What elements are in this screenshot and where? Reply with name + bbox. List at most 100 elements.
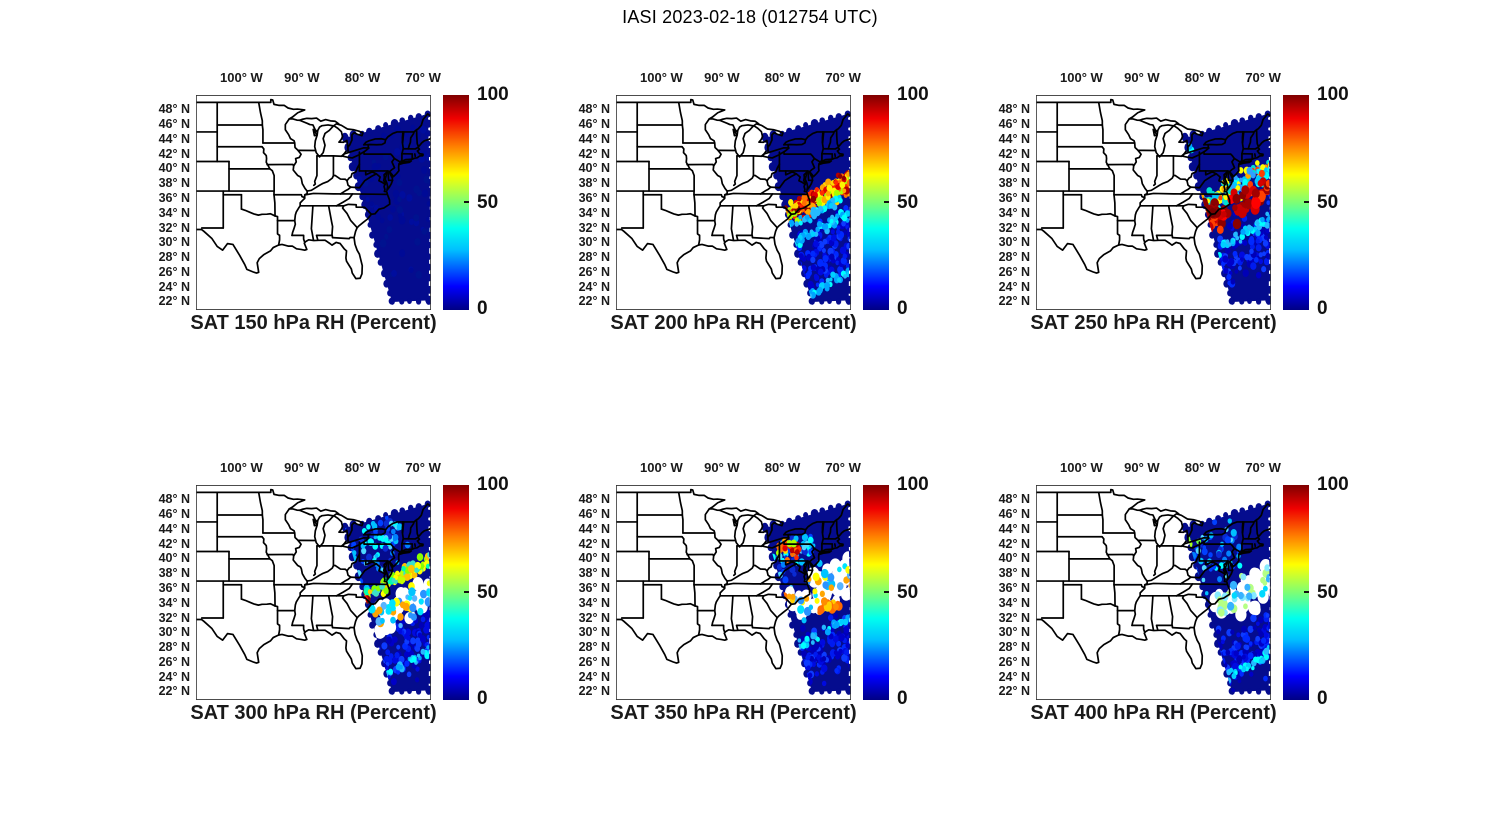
- y-tick-label: 30° N: [578, 625, 610, 640]
- y-tick-label: 24° N: [578, 279, 610, 294]
- y-tick-label: 38° N: [158, 566, 190, 581]
- y-tick-label: 30° N: [998, 235, 1030, 250]
- x-tick-label: 70° W: [1245, 70, 1281, 85]
- y-tick-label: 24° N: [158, 279, 190, 294]
- x-tick-label: 100° W: [1060, 70, 1103, 85]
- y-tick-label: 30° N: [998, 625, 1030, 640]
- y-tick-label: 32° N: [998, 220, 1030, 235]
- y-tick-label: 34° N: [998, 595, 1030, 610]
- colorbar-tick-label: 50: [897, 581, 919, 603]
- panel-sat-300: 100° W 90° W 80° W 70° W 48° N 46° N 44° N 42°…: [140, 452, 530, 744]
- y-tick-label: 36° N: [158, 580, 190, 595]
- colorbar-tick-label: 100: [1317, 474, 1349, 495]
- x-tick-label: 70° W: [825, 70, 861, 85]
- colorbar: [863, 95, 889, 310]
- colorbar-tick-label: 0: [477, 688, 488, 709]
- axes-frame: [196, 485, 430, 699]
- colorbar-tick-label: 50: [1317, 581, 1339, 603]
- colorbar: [443, 485, 469, 700]
- x-tick-label: 90° W: [284, 460, 320, 475]
- x-tick-label: 100° W: [640, 460, 683, 475]
- y-tick-label: 38° N: [578, 566, 610, 581]
- x-tick-label: 80° W: [344, 70, 381, 85]
- colorbar-tick-label: 50: [1317, 191, 1339, 213]
- x-tick-label: 90° W: [284, 70, 320, 85]
- panel-title: SAT 200 hPa RH (Percent): [610, 312, 857, 334]
- colorbar-tick-label: 100: [897, 84, 929, 105]
- y-tick-label: 46° N: [998, 507, 1030, 522]
- y-tick-label: 34° N: [158, 595, 190, 610]
- axes-frame: [1036, 485, 1270, 699]
- y-tick-label: 36° N: [998, 190, 1030, 205]
- panel-title: SAT 400 hPa RH (Percent): [1030, 702, 1277, 724]
- x-tick-label: 80° W: [344, 460, 381, 475]
- axes-frame: [616, 95, 850, 309]
- colorbar-tick-label: 0: [897, 298, 908, 319]
- y-tick-label: 24° N: [158, 669, 190, 684]
- y-tick-label: 34° N: [158, 205, 190, 220]
- colorbar-mid-tick: [1304, 591, 1309, 593]
- y-tick-label: 40° N: [998, 161, 1030, 176]
- y-tick-label: 34° N: [578, 595, 610, 610]
- x-tick-label: 90° W: [1124, 70, 1160, 85]
- panel-title: SAT 350 hPa RH (Percent): [610, 702, 857, 724]
- y-tick-label: 32° N: [158, 610, 190, 625]
- axes-frame: [196, 95, 430, 309]
- y-tick-label: 46° N: [578, 117, 610, 132]
- colorbar: [863, 485, 889, 700]
- y-tick-label: 44° N: [578, 521, 610, 536]
- map-canvas: [196, 485, 431, 700]
- y-tick-label: 34° N: [578, 205, 610, 220]
- x-tick-label: 80° W: [764, 70, 801, 85]
- y-tick-label: 42° N: [158, 146, 190, 161]
- y-tick-label: 28° N: [158, 250, 190, 265]
- y-tick-label: 42° N: [578, 146, 610, 161]
- axes-frame: [1036, 95, 1270, 309]
- y-tick-label: 40° N: [158, 161, 190, 176]
- y-tick-label: 44° N: [998, 131, 1030, 146]
- colorbar: [443, 95, 469, 310]
- colorbar-mid-tick: [884, 591, 889, 593]
- x-tick-label: 90° W: [704, 70, 740, 85]
- x-tick-label: 80° W: [1184, 70, 1221, 85]
- y-tick-label: 46° N: [578, 507, 610, 522]
- map-canvas: [196, 95, 431, 310]
- panel-sat-150: 100° W 90° W 80° W 70° W 48° N 46° N 44° N 42°…: [140, 62, 530, 354]
- y-tick-label: 22° N: [578, 294, 610, 309]
- x-tick-label: 100° W: [1060, 460, 1103, 475]
- y-tick-label: 48° N: [998, 102, 1030, 117]
- y-tick-label: 48° N: [578, 492, 610, 507]
- x-tick-label: 100° W: [640, 70, 683, 85]
- y-tick-label: 46° N: [998, 117, 1030, 132]
- colorbar-tick-label: 100: [477, 84, 509, 105]
- colorbar-tick-label: 100: [477, 474, 509, 495]
- panel-sat-250: 100° W 90° W 80° W 70° W 48° N 46° N 44° N 42°…: [980, 62, 1370, 354]
- y-tick-label: 40° N: [578, 551, 610, 566]
- colorbar-mid-tick: [884, 201, 889, 203]
- y-tick-label: 32° N: [998, 610, 1030, 625]
- y-tick-label: 26° N: [998, 654, 1030, 669]
- colorbar-tick-label: 0: [1317, 688, 1328, 709]
- y-tick-label: 42° N: [998, 536, 1030, 551]
- y-tick-label: 26° N: [158, 264, 190, 279]
- y-tick-label: 40° N: [158, 551, 190, 566]
- colorbar-mid-tick: [464, 591, 469, 593]
- y-tick-label: 42° N: [158, 536, 190, 551]
- y-tick-label: 40° N: [998, 551, 1030, 566]
- y-tick-label: 34° N: [998, 205, 1030, 220]
- y-tick-label: 38° N: [158, 176, 190, 191]
- panel-sat-400: 100° W 90° W 80° W 70° W 48° N 46° N 44° N 42°…: [980, 452, 1370, 744]
- y-tick-label: 30° N: [158, 235, 190, 250]
- y-tick-label: 44° N: [998, 521, 1030, 536]
- map-canvas: [616, 95, 851, 310]
- y-tick-label: 26° N: [578, 654, 610, 669]
- colorbar-tick-label: 0: [897, 688, 908, 709]
- panel-sat-350: 100° W 90° W 80° W 70° W 48° N 46° N 44° N 42°…: [560, 452, 950, 744]
- y-tick-label: 22° N: [158, 684, 190, 699]
- y-tick-label: 42° N: [998, 146, 1030, 161]
- y-tick-label: 28° N: [998, 250, 1030, 265]
- map-canvas: [1036, 95, 1271, 310]
- x-tick-label: 80° W: [1184, 460, 1221, 475]
- x-tick-label: 100° W: [220, 70, 263, 85]
